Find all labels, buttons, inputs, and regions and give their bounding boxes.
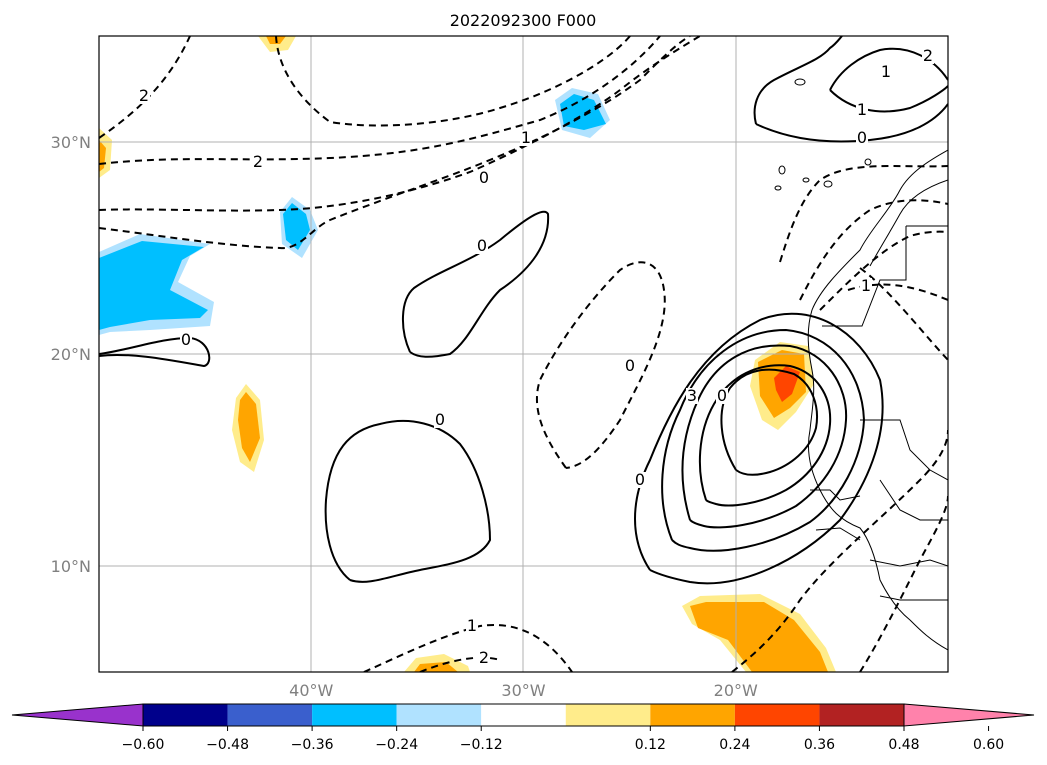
contour-label-bg xyxy=(434,412,446,428)
positive-contours xyxy=(99,36,948,585)
contour-label: 1 xyxy=(881,62,891,81)
contour-label: 1 xyxy=(857,100,867,119)
contour-label: 1 xyxy=(467,616,477,635)
contour-label-bg xyxy=(880,64,892,80)
colorbar-box xyxy=(396,704,482,726)
colorbar: −0.60 −0.48 −0.36 −0.24 −0.12 0.12 0.24 0.36 0.4… xyxy=(11,703,1035,753)
contour-label: 2 xyxy=(923,46,933,65)
contour-label-bg xyxy=(466,618,478,634)
contour-label-bg xyxy=(138,88,150,104)
colorbar-tick-label: −0.24 xyxy=(375,737,418,753)
negative-anomaly-region xyxy=(283,203,310,250)
contour-label-bg xyxy=(252,154,264,170)
contour-label: 0 xyxy=(477,236,487,255)
shaded-field xyxy=(99,36,836,672)
colorbar-extend-low xyxy=(11,703,144,727)
lat-tick-label: 10°N xyxy=(51,557,91,576)
colorbar-tick-label: −0.12 xyxy=(460,737,503,753)
colorbar-tick-label: 0.12 xyxy=(635,737,666,753)
colorbar-tick-label: 0.24 xyxy=(719,737,750,753)
map-grid xyxy=(99,36,948,672)
colorbar-tick-label: −0.36 xyxy=(291,737,334,753)
contour-label-bg xyxy=(180,332,192,348)
colorbar-box xyxy=(734,704,820,726)
map-title: 2022092300 F000 xyxy=(450,11,597,30)
contour-label-bg xyxy=(856,102,868,118)
longitude-labels: 40°W 30°W 20°W xyxy=(289,681,758,700)
contour-label: 0 xyxy=(635,470,645,489)
contour-label: 2 xyxy=(139,86,149,105)
colorbar-box xyxy=(650,704,735,726)
latitude-labels: 10°N 20°N 30°N xyxy=(51,133,91,576)
contour-label-bg xyxy=(476,238,488,254)
contour-label-bg xyxy=(634,472,646,488)
contour-label: 0 xyxy=(181,330,191,349)
positive-anomaly-region xyxy=(690,602,828,672)
lat-tick-label: 20°N xyxy=(51,345,91,364)
colorbar-tick-label: 0.48 xyxy=(888,737,919,753)
contour-label-bg xyxy=(922,48,934,64)
contour-label-bg xyxy=(716,388,728,404)
contour-label: 1 xyxy=(521,128,531,147)
colorbar-frame xyxy=(142,703,905,727)
colorbar-box xyxy=(227,704,313,726)
contour-label: 2 xyxy=(253,152,263,171)
coastline xyxy=(774,78,948,651)
lon-tick-label: 40°W xyxy=(289,681,333,700)
contour-label: 1 xyxy=(861,276,871,295)
colorbar-tick-label: −0.48 xyxy=(206,737,249,753)
contour-label-bg xyxy=(478,170,490,186)
negative-contours xyxy=(99,36,948,672)
contour-label-bg xyxy=(520,130,532,146)
map-frame xyxy=(98,35,949,673)
contour-label-bg xyxy=(686,388,698,404)
contour-label-bg xyxy=(624,358,636,374)
positive-anomaly-region xyxy=(774,366,800,402)
contour-label: 0 xyxy=(857,128,867,147)
contour-label: 0 xyxy=(479,168,489,187)
contour-label: 0 xyxy=(625,356,635,375)
lat-tick-label: 30°N xyxy=(51,133,91,152)
negative-anomaly-region xyxy=(99,241,208,330)
colorbar-box xyxy=(143,704,228,726)
colorbar-box xyxy=(565,704,651,726)
positive-anomaly-region xyxy=(238,392,260,462)
contour-label: 0 xyxy=(435,410,445,429)
colorbar-tick-label: −0.60 xyxy=(122,737,165,753)
lon-tick-label: 20°W xyxy=(714,681,758,700)
colorbar-tick-label: 0.60 xyxy=(973,737,1004,753)
colorbar-box xyxy=(481,704,566,726)
lon-tick-label: 30°W xyxy=(501,681,545,700)
contour-label: 0 xyxy=(717,386,727,405)
colorbar-extend-high xyxy=(903,703,1035,727)
contour-label-bg xyxy=(860,278,872,294)
contour-label-bg xyxy=(478,650,490,666)
negative-anomaly-region xyxy=(560,94,606,130)
contour-label: 3 xyxy=(687,386,697,405)
contour-label: 2 xyxy=(479,648,489,667)
colorbar-box xyxy=(312,704,397,726)
contour-label-bg xyxy=(856,130,868,146)
colorbar-box xyxy=(819,704,904,726)
colorbar-tick-label: 0.36 xyxy=(804,737,835,753)
